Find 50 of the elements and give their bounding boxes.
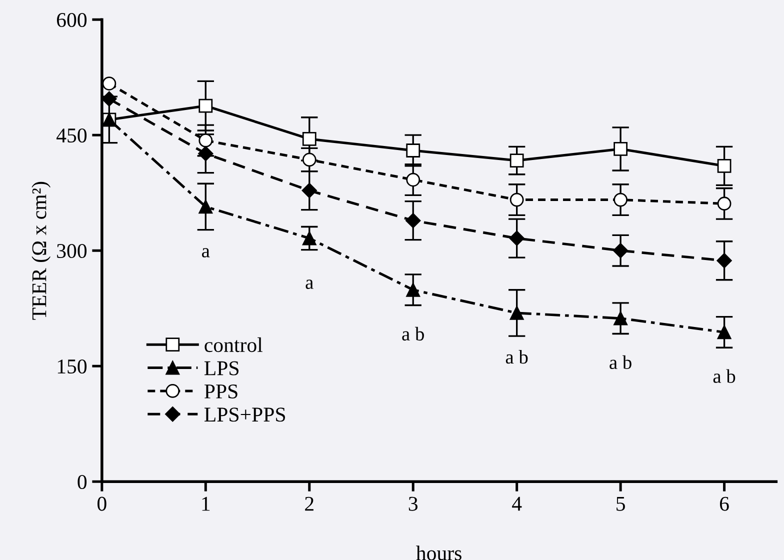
annotation: a b (610, 355, 632, 370)
annotation: a (306, 280, 314, 289)
point (102, 91, 117, 106)
x-tick-label: 5 (616, 496, 625, 511)
point (102, 76, 116, 90)
y-tick-label: 600 (56, 12, 87, 28)
point (302, 152, 316, 167)
y-tick-label: 300 (57, 244, 87, 258)
point (406, 282, 420, 297)
annotation: a b (713, 369, 736, 383)
y-tick-label: 150 (58, 359, 87, 374)
legend-label: PPS (204, 384, 238, 398)
y-axis-title: TEER (Ω x cm²) (32, 182, 51, 320)
y-tick-label: 450 (56, 128, 87, 143)
point (302, 182, 317, 198)
point (614, 311, 628, 326)
x-tick-label: 2 (305, 496, 314, 511)
x-tick-label: 4 (512, 496, 522, 511)
point (510, 154, 524, 168)
point (717, 158, 732, 173)
point (509, 230, 524, 246)
legend-label: LPS+PPS (204, 408, 286, 422)
point (717, 325, 732, 340)
point (406, 144, 420, 158)
legend-label: LPS (204, 361, 238, 376)
annotation: a b (402, 326, 424, 341)
point (614, 142, 628, 156)
point (302, 132, 316, 146)
point (510, 192, 524, 207)
point (198, 134, 213, 148)
y-tick-label: 0 (78, 474, 87, 490)
x-tick-label: 3 (408, 496, 418, 511)
point (614, 192, 628, 207)
point (406, 172, 420, 187)
x-tick-label: 6 (720, 496, 729, 511)
point (612, 243, 628, 258)
point (717, 196, 732, 211)
legend-label: control (204, 337, 262, 352)
point (302, 231, 316, 246)
annotation: a b (506, 350, 528, 364)
point (406, 213, 421, 228)
x-axis-title: hours (416, 546, 462, 560)
point (716, 253, 732, 268)
point (198, 146, 214, 162)
x-tick-label: 1 (202, 496, 210, 511)
annotation: a (202, 248, 210, 258)
point (198, 200, 213, 214)
point (510, 306, 524, 320)
point (198, 98, 213, 113)
x-tick-label: 0 (98, 496, 106, 511)
